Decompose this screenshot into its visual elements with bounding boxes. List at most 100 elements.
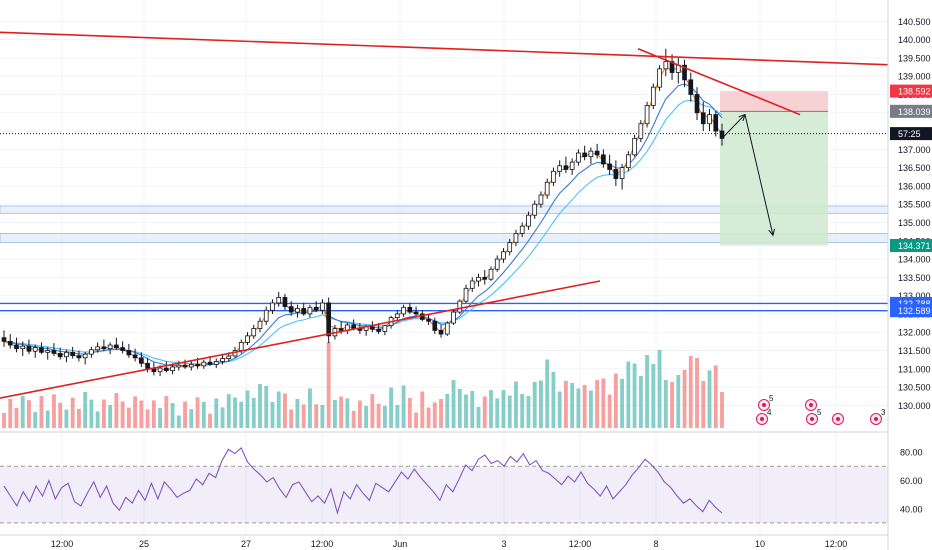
volume-bar <box>58 402 63 428</box>
volume-bar <box>307 388 312 428</box>
volume-bar <box>364 406 369 428</box>
volume-bar <box>108 405 113 428</box>
volume-bar <box>70 397 75 428</box>
volume-bar <box>495 398 500 428</box>
volume-bar <box>370 394 375 428</box>
price-label-tag <box>890 238 932 252</box>
volume-bar <box>289 409 294 428</box>
volume-bar <box>33 412 38 428</box>
candle-body <box>45 350 51 353</box>
volume-bar <box>139 400 144 428</box>
candle-body <box>170 366 175 372</box>
rsi-tick-label: 60.00 <box>900 476 923 486</box>
event-marker[interactable]: 5 <box>758 394 775 411</box>
volume-bar <box>214 398 219 428</box>
volume-bar <box>682 370 687 428</box>
volume-bar <box>451 380 456 428</box>
event-flag-dot <box>836 417 840 421</box>
candle-body <box>601 154 606 165</box>
event-marker[interactable]: 4 <box>756 408 773 425</box>
candle-body <box>426 319 431 322</box>
volume-bar <box>545 359 550 428</box>
drawings[interactable] <box>0 31 932 399</box>
volume-bar <box>582 385 587 428</box>
event-flag-dot <box>762 403 766 407</box>
event-flag-dot <box>809 403 813 407</box>
candle-body <box>482 276 488 280</box>
candle-body <box>157 367 163 373</box>
candle-body <box>64 351 69 358</box>
event-marker[interactable]: 3 <box>870 408 887 425</box>
volume-bar <box>382 405 387 428</box>
candle-body <box>301 308 307 315</box>
trendline-descending-resistance <box>0 31 932 68</box>
volume-bar <box>314 404 319 428</box>
candle-body <box>532 203 538 216</box>
price-tick-label: 131.000 <box>898 364 931 374</box>
time-tick-label: 25 <box>139 539 149 549</box>
volume-bar <box>326 342 331 428</box>
volume-bar <box>264 386 269 428</box>
volume-bar <box>295 399 300 428</box>
event-flag-dot <box>874 417 878 421</box>
candle-body <box>176 364 182 368</box>
candle-body <box>707 114 712 125</box>
candle-body <box>463 287 469 302</box>
event-marker[interactable] <box>832 413 844 425</box>
time-tick-label: Jun <box>393 539 408 549</box>
volume-bar <box>445 394 450 428</box>
candle-body <box>713 114 719 132</box>
volume-bar <box>607 394 612 428</box>
time-tick-label: 12:00 <box>51 539 74 549</box>
event-marker[interactable]: 5 <box>806 408 823 425</box>
candle-body <box>82 353 88 359</box>
candle-body <box>526 214 531 227</box>
candle-body <box>39 347 44 353</box>
candle-body <box>220 358 225 362</box>
candle-body <box>320 302 325 311</box>
candle-body <box>313 306 319 311</box>
price-label-tag <box>890 304 932 318</box>
volume-bar <box>514 381 518 428</box>
volume-bar <box>176 415 181 428</box>
candle-body <box>582 152 587 158</box>
take-profit-zone <box>720 111 828 246</box>
volume-bar <box>283 393 287 428</box>
volume-bar <box>520 394 525 428</box>
volume-bar <box>464 394 468 428</box>
volume-bar <box>414 412 419 428</box>
event-markers[interactable]: 5 4 5 3 <box>756 394 887 425</box>
volume-bar <box>245 390 250 428</box>
volume-bar <box>407 397 412 428</box>
price-label-text: 57:25 <box>898 129 921 139</box>
candle-body <box>694 94 700 114</box>
price-label-text: 132.589 <box>898 306 931 316</box>
price-tick-label: 133.000 <box>898 291 931 301</box>
time-tick-label: 3 <box>501 539 506 549</box>
candle-body <box>513 233 519 244</box>
rsi-band <box>0 466 888 523</box>
volume-bar <box>539 380 543 428</box>
candle-body <box>163 367 169 372</box>
candle-body <box>657 68 662 88</box>
event-marker[interactable] <box>805 399 817 411</box>
price-label-tag <box>890 84 932 98</box>
candle-body <box>282 297 288 308</box>
candle-body <box>682 64 687 81</box>
volume-bar <box>14 408 19 428</box>
volume-bar <box>120 401 125 428</box>
time-tick-label: 12:00 <box>569 539 592 549</box>
volume-bar <box>170 403 175 428</box>
rsi-tick-label: 80.00 <box>900 448 923 458</box>
candle-body <box>663 61 669 70</box>
volume-bar <box>45 410 50 428</box>
volume-bar <box>233 397 237 428</box>
volume-bar <box>95 411 100 428</box>
candle-body <box>188 364 194 368</box>
rsi-pane <box>0 446 888 524</box>
price-label-text: 138.592 <box>898 87 931 97</box>
volume-bar <box>39 395 44 428</box>
volume-bar <box>563 381 568 428</box>
candle-body <box>145 362 150 370</box>
